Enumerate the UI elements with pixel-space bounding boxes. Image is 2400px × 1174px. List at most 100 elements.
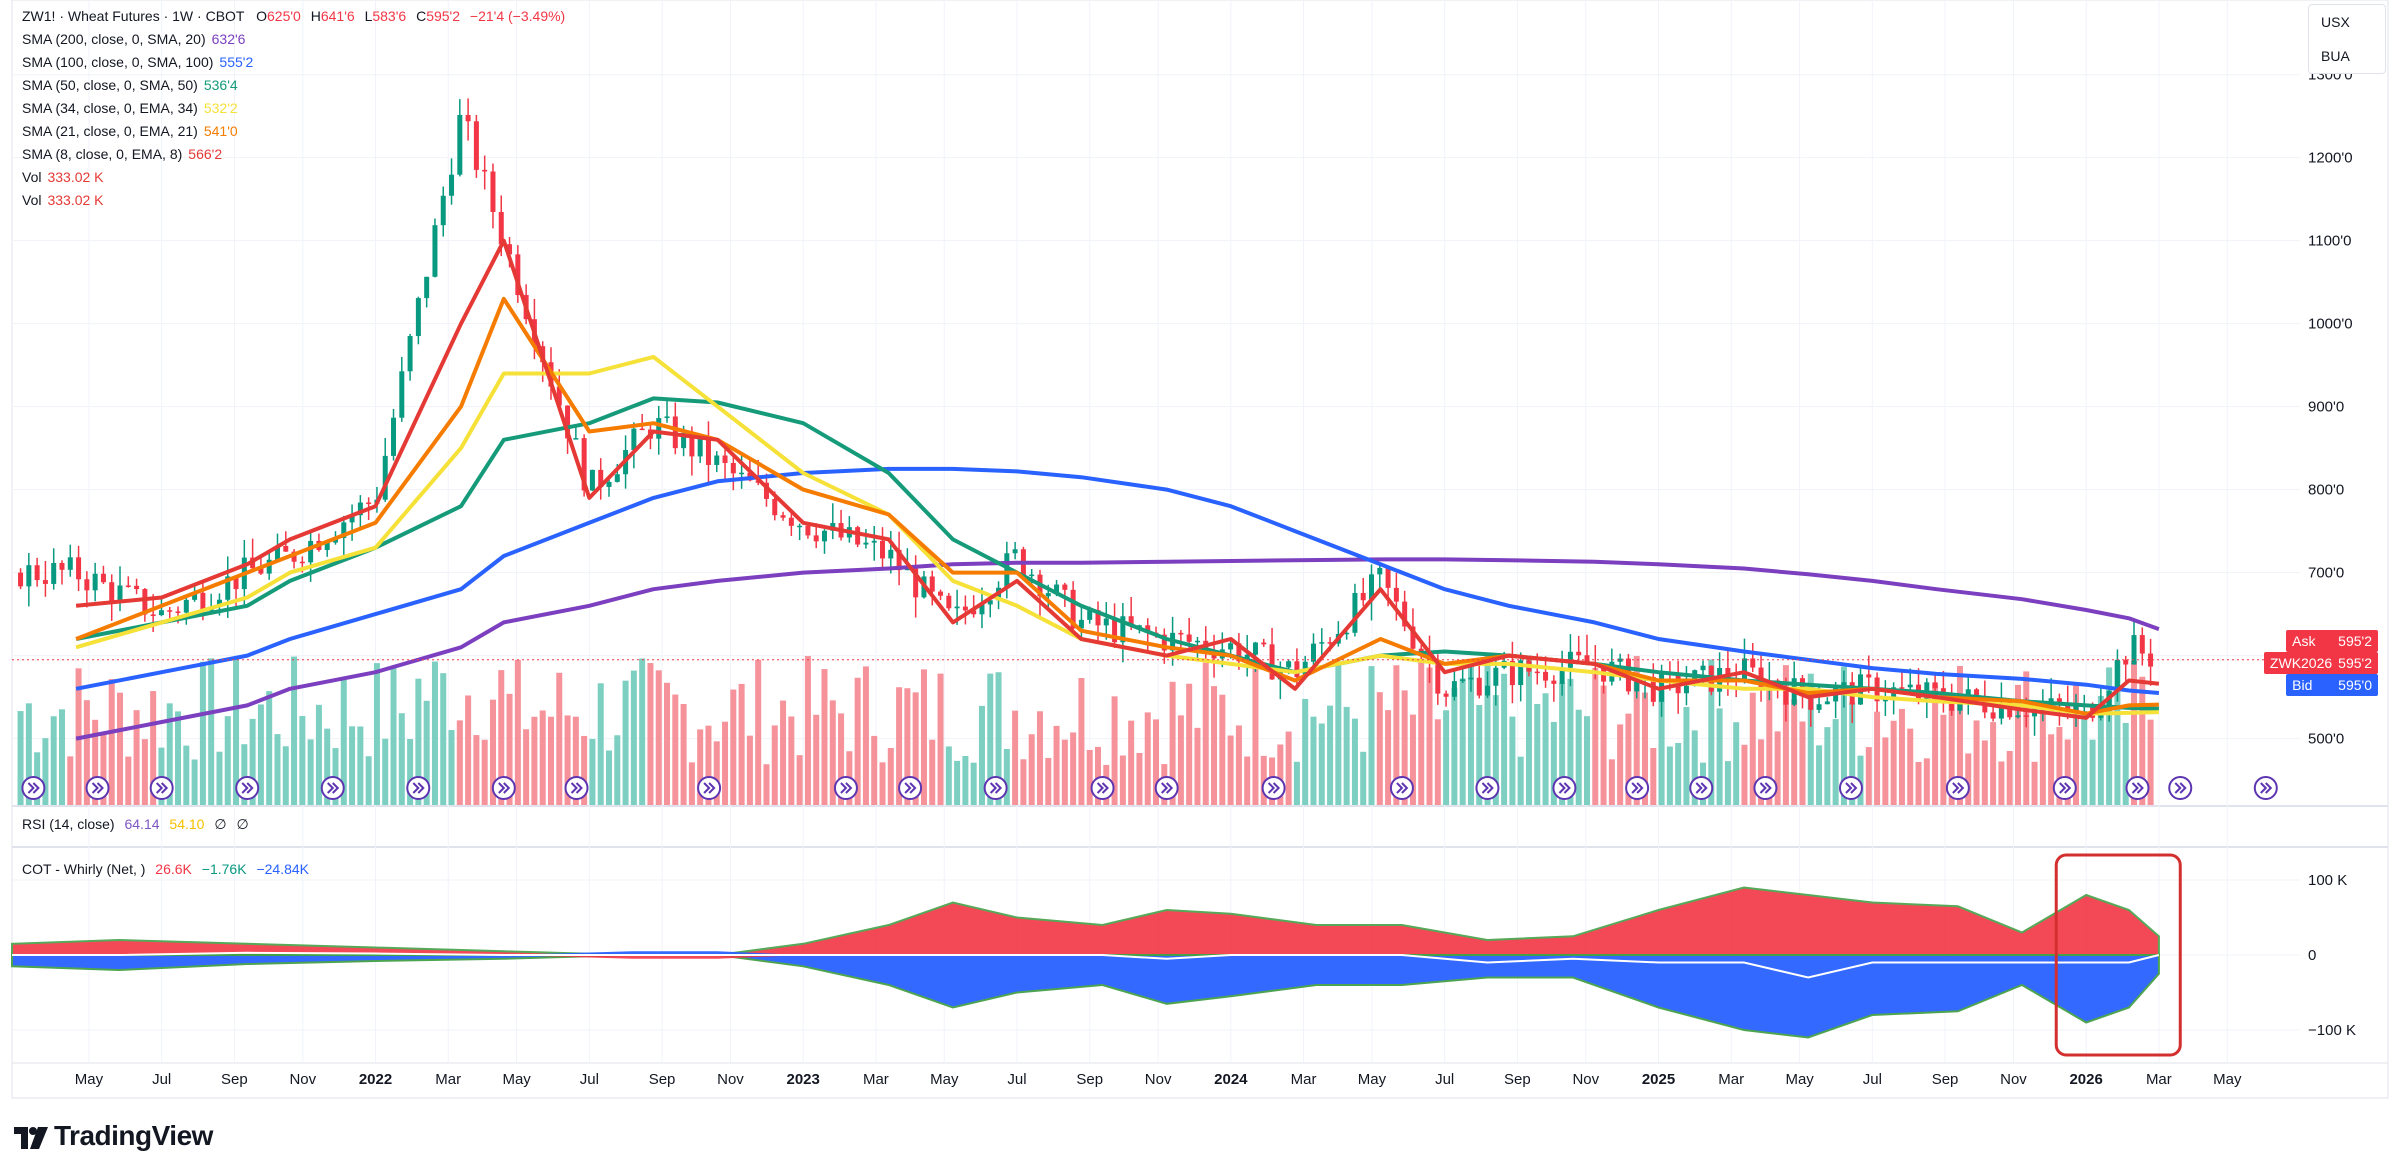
volume-bar <box>1061 739 1068 805</box>
candle-body <box>507 244 513 255</box>
candle-body <box>2123 659 2129 665</box>
volume-bar <box>1708 659 1715 805</box>
candle-body <box>1551 680 1557 684</box>
x-tick-label: Jul <box>1435 1071 1454 1088</box>
candle-body <box>1402 601 1408 627</box>
cot-label: COT - Whirly (Net, ) <box>22 861 146 877</box>
candle-body <box>291 551 297 562</box>
volume-bar <box>1849 702 1856 805</box>
volume-bar <box>514 659 521 805</box>
candle-body <box>1103 618 1109 626</box>
volume-bar <box>2014 684 2021 805</box>
change-value: −21'4 (−3.49%) <box>469 8 566 24</box>
volume-bar <box>1003 748 1010 805</box>
candle-body <box>1949 702 1955 711</box>
indicator-value: 333.02 K <box>47 192 104 208</box>
last-price-tag: ZWK2026 595'2 <box>2263 652 2378 674</box>
event-arrow-icon <box>155 782 169 794</box>
ma-line-ema-21 <box>75 296 2159 716</box>
volume-bar <box>1260 755 1267 805</box>
candle-body <box>2148 653 2154 667</box>
volume-bar <box>1235 725 1242 805</box>
candle-body <box>565 405 571 439</box>
volume-bar <box>1136 753 1143 805</box>
indicator-row[interactable]: SMA (34, close, 0, EMA, 34) 532'2 <box>22 97 565 120</box>
indicator-row[interactable]: SMA (8, close, 0, EMA, 8) 566'2 <box>22 143 565 166</box>
volume-bar <box>995 672 1002 805</box>
volume-bar <box>1940 714 1947 805</box>
usx-button[interactable]: USX <box>2321 14 2350 30</box>
candle-body <box>1062 584 1068 590</box>
volume-bar <box>1923 758 1930 805</box>
volume-bar <box>373 663 380 805</box>
candle-body <box>266 559 272 574</box>
candle-body <box>2015 715 2021 718</box>
open-value: 625'0 <box>267 8 301 24</box>
volume-bar <box>929 739 936 805</box>
candle-body <box>515 254 521 296</box>
volume-bar <box>1219 694 1226 805</box>
volume-bar <box>257 704 264 805</box>
brand-name: TradingView <box>54 1120 213 1151</box>
volume-bar <box>307 739 314 805</box>
candle-body <box>2139 635 2145 654</box>
indicator-row[interactable]: SMA (21, close, 0, EMA, 21) 541'0 <box>22 120 565 143</box>
volume-bar <box>1807 673 1814 805</box>
volume-bar <box>2139 676 2146 805</box>
volume-bar <box>788 716 795 805</box>
volume-bar <box>67 756 74 805</box>
candle-body <box>946 595 952 609</box>
x-tick-label: May <box>1358 1071 1387 1088</box>
event-arrow-icon <box>412 782 425 794</box>
volume-bar <box>655 670 662 805</box>
candle-body <box>1683 685 1689 694</box>
candle-body <box>1692 670 1698 686</box>
tradingview-logo[interactable]: TradingView <box>14 1120 213 1152</box>
candle-body <box>1128 616 1134 627</box>
volume-bar <box>1567 678 1574 805</box>
volume-bar <box>713 741 720 805</box>
x-tick-label: 2026 <box>2069 1071 2102 1088</box>
volume-bar <box>1592 667 1599 805</box>
volume-bar <box>1368 666 1375 805</box>
y-tick-label: 1000'0 <box>2308 316 2353 333</box>
candle-body <box>631 428 637 451</box>
candle-body <box>1070 589 1076 629</box>
indicator-row[interactable]: SMA (50, close, 0, SMA, 50) 536'4 <box>22 74 565 97</box>
volume-bar <box>780 700 787 805</box>
volume-bar <box>821 669 828 805</box>
volume-bar <box>1882 737 1889 805</box>
indicator-row[interactable]: Vol 333.02 K <box>22 166 565 189</box>
volume-bar <box>1741 744 1748 805</box>
indicator-row[interactable]: SMA (100, close, 0, SMA, 100) 555'2 <box>22 51 565 74</box>
indicator-row[interactable]: Vol 333.02 K <box>22 189 565 212</box>
candle-body <box>1012 549 1018 554</box>
volume-bar <box>1036 711 1043 805</box>
candle-body <box>216 599 222 607</box>
candle-body <box>299 561 305 564</box>
candle-body <box>954 606 960 609</box>
event-markers <box>21 776 2278 800</box>
candle-body <box>739 472 745 475</box>
volume-bar <box>1343 706 1350 805</box>
volume-bar <box>838 713 845 805</box>
candle-body <box>1907 684 1913 688</box>
chart-frame <box>11 0 2389 1099</box>
candle-body <box>2073 705 2079 713</box>
bua-button[interactable]: BUA <box>2321 48 2350 64</box>
x-tick-label: Sep <box>1932 1071 1959 1088</box>
candle-body <box>457 114 463 175</box>
volume-bar <box>2147 719 2154 805</box>
volume-bar <box>547 716 554 805</box>
volume-bar <box>697 729 704 805</box>
volume-bar <box>879 762 886 805</box>
indicator-value: 333.02 K <box>47 169 104 185</box>
volume-bar <box>1186 683 1193 805</box>
x-tick-label: Mar <box>2146 1071 2172 1088</box>
indicator-row[interactable]: SMA (200, close, 0, SMA, 20) 632'6 <box>22 28 565 51</box>
volume-bar <box>1691 730 1698 805</box>
candle-body <box>639 428 645 431</box>
volume-bar <box>2114 660 2121 805</box>
candle-body <box>449 174 455 196</box>
